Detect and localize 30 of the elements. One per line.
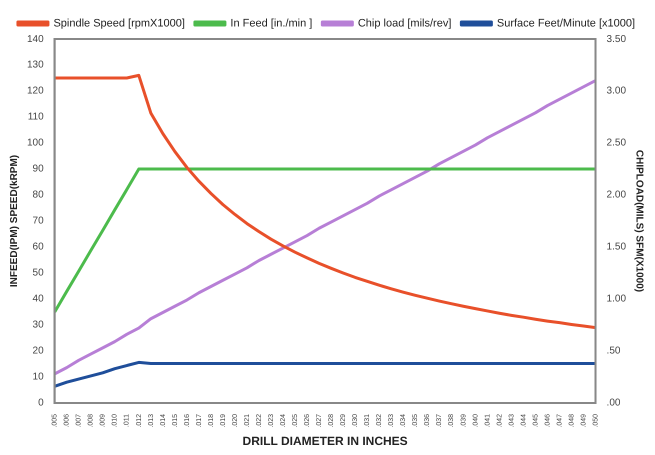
- y-tick-label: 40: [32, 294, 44, 305]
- y-tick-label: 140: [26, 34, 44, 45]
- y2-tick-label: 2.00: [606, 190, 626, 201]
- y-tick-label: 130: [26, 60, 44, 71]
- legend-label: Chip load [mils/rev]: [358, 18, 452, 30]
- y-tick-label: 20: [32, 346, 44, 357]
- y2-tick-label: .50: [606, 346, 621, 357]
- y2-axis-title: CHIPLOAD(MILS) SFM(X1000): [633, 150, 644, 292]
- y-tick-label: 60: [32, 242, 44, 253]
- y-tick-label: 90: [32, 164, 44, 175]
- y-tick-label: 0: [38, 398, 44, 409]
- legend-label: Surface Feet/Minute [x1000]: [496, 18, 636, 30]
- legend-label: Spindle Speed [rpmX1000]: [53, 18, 185, 30]
- y-tick-label: 10: [32, 372, 44, 383]
- y2-tick-label: 3.50: [606, 34, 626, 45]
- x-axis-title: DRILL DIAMETER IN INCHES: [242, 434, 408, 448]
- y-tick-label: 110: [28, 112, 44, 123]
- y-tick-label: 80: [32, 190, 44, 201]
- y-tick-label: 30: [32, 320, 44, 331]
- y-axis-title: INFEED(IPM) SPEED(kRPM): [8, 154, 20, 288]
- y-tick-label: 120: [26, 86, 44, 97]
- y-tick-label: 70: [32, 216, 44, 227]
- y2-tick-label: 2.50: [606, 138, 626, 149]
- y2-tick-label: .00: [606, 398, 621, 409]
- y-tick-label: 100: [26, 138, 44, 149]
- y2-tick-label: 3.00: [606, 86, 626, 97]
- y-tick-label: 50: [32, 268, 44, 279]
- legend-label: In Feed [in./min ]: [230, 18, 312, 30]
- y2-tick-label: 1.50: [606, 242, 626, 253]
- y2-tick-label: 1.00: [606, 294, 626, 305]
